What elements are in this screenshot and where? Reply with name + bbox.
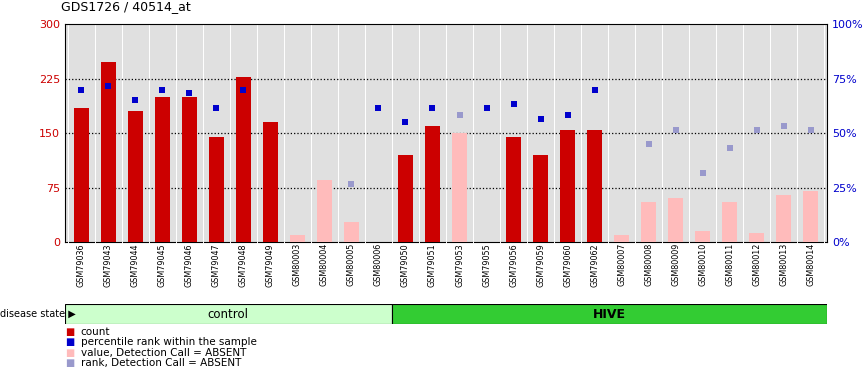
Text: GSM79048: GSM79048 — [239, 243, 248, 286]
Bar — [722, 202, 737, 242]
Bar — [776, 195, 792, 242]
Text: GSM79043: GSM79043 — [104, 243, 113, 286]
Bar — [669, 198, 683, 242]
Text: control: control — [208, 308, 249, 321]
Text: GSM80006: GSM80006 — [374, 243, 383, 286]
Text: GSM80010: GSM80010 — [698, 243, 708, 286]
Text: count: count — [81, 327, 110, 337]
Bar — [804, 191, 818, 242]
Text: GSM79046: GSM79046 — [184, 243, 194, 286]
Bar — [263, 122, 278, 242]
Text: ■: ■ — [65, 348, 74, 358]
Text: GSM79047: GSM79047 — [212, 243, 221, 287]
Text: GSM80007: GSM80007 — [617, 243, 626, 286]
Text: GSM79059: GSM79059 — [536, 243, 545, 287]
Text: GSM80009: GSM80009 — [671, 243, 680, 286]
Text: GSM80004: GSM80004 — [320, 243, 329, 286]
Text: GSM80003: GSM80003 — [293, 243, 302, 286]
Bar — [425, 126, 440, 242]
Text: HIVE: HIVE — [593, 308, 626, 321]
Bar — [560, 129, 575, 242]
Text: GSM79044: GSM79044 — [131, 243, 139, 286]
Text: GSM80005: GSM80005 — [347, 243, 356, 286]
Text: GSM79060: GSM79060 — [563, 243, 572, 286]
Bar — [65, 304, 391, 324]
Bar — [344, 222, 359, 242]
Bar — [74, 108, 88, 242]
Bar — [398, 155, 413, 242]
Text: GSM79062: GSM79062 — [590, 243, 599, 287]
Bar — [155, 97, 170, 242]
Text: rank, Detection Call = ABSENT: rank, Detection Call = ABSENT — [81, 358, 241, 368]
Bar — [317, 180, 332, 242]
Text: GSM80014: GSM80014 — [806, 243, 815, 286]
Bar — [506, 137, 521, 242]
Text: GDS1726 / 40514_at: GDS1726 / 40514_at — [61, 0, 191, 13]
Bar — [290, 235, 305, 242]
Bar — [641, 202, 656, 242]
Bar — [128, 111, 143, 242]
Text: GSM79036: GSM79036 — [77, 243, 86, 286]
Text: GSM79056: GSM79056 — [509, 243, 518, 287]
Text: value, Detection Call = ABSENT: value, Detection Call = ABSENT — [81, 348, 246, 358]
Bar — [452, 133, 467, 242]
Bar — [236, 76, 251, 242]
Text: disease state ▶: disease state ▶ — [0, 309, 75, 319]
Text: GSM80008: GSM80008 — [644, 243, 653, 286]
Text: GSM79053: GSM79053 — [455, 243, 464, 287]
Text: percentile rank within the sample: percentile rank within the sample — [81, 338, 256, 347]
Bar — [182, 97, 197, 242]
Bar — [695, 231, 710, 242]
Text: ■: ■ — [65, 327, 74, 337]
Text: GSM80013: GSM80013 — [779, 243, 788, 286]
Bar — [533, 155, 548, 242]
Text: GSM79051: GSM79051 — [428, 243, 437, 287]
Text: GSM79050: GSM79050 — [401, 243, 410, 287]
Bar — [391, 304, 827, 324]
Bar — [100, 62, 116, 242]
Text: GSM80012: GSM80012 — [753, 243, 761, 286]
Bar — [587, 129, 602, 242]
Text: GSM80011: GSM80011 — [725, 243, 734, 286]
Bar — [614, 235, 629, 242]
Bar — [749, 233, 764, 242]
Text: GSM79049: GSM79049 — [266, 243, 275, 287]
Text: GSM79055: GSM79055 — [482, 243, 491, 287]
Text: ■: ■ — [65, 358, 74, 368]
Text: GSM79045: GSM79045 — [158, 243, 167, 287]
Text: ■: ■ — [65, 338, 74, 347]
Bar — [209, 137, 223, 242]
